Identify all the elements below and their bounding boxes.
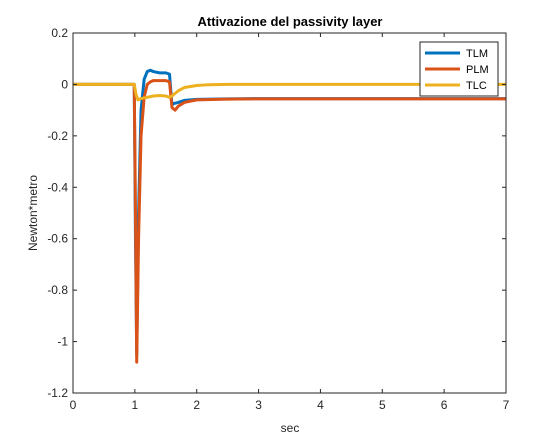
x-tick-label: 4: [317, 398, 324, 412]
y-tick-label: 0: [61, 77, 68, 91]
ticks-layer: 0 1 2 3 4 5 6 7 0.2 0 -0.2 -0.4 -0.6 -0.8 -1 -1.2: [47, 26, 509, 412]
axes-box: [72, 32, 507, 394]
legend-label-plm: PLM: [466, 64, 489, 76]
y-tick-label: 0.2: [51, 26, 68, 40]
y-tick-label: -0.4: [47, 180, 68, 194]
series-layer: [73, 68, 506, 364]
y-tick-label: -0.8: [47, 283, 68, 297]
y-tick-label: -1: [57, 335, 68, 349]
x-tick-label: 5: [379, 398, 386, 412]
y-tick-label: -0.2: [47, 129, 68, 143]
legend-label-tlc: TLC: [466, 80, 487, 92]
x-tick-label: 0: [70, 398, 77, 412]
x-tick-label: 6: [441, 398, 448, 412]
series-line-tlc: [73, 82, 506, 102]
y-tick-label: -1.2: [47, 386, 68, 400]
y-axis-label: Newton*metro: [26, 175, 40, 251]
x-tick-label: 1: [132, 398, 139, 412]
x-axis-label: sec: [281, 421, 300, 435]
x-tick-label: 2: [193, 398, 200, 412]
legend: TLM PLM TLC: [419, 41, 499, 97]
x-tick-label: 3: [255, 398, 262, 412]
legend-label-tlm: TLM: [466, 48, 488, 60]
x-tick-label: 7: [503, 398, 510, 412]
y-tick-label: -0.6: [47, 232, 68, 246]
chart-title: Attivazione del passivity layer: [198, 14, 383, 29]
series-line-plm: [73, 79, 506, 364]
